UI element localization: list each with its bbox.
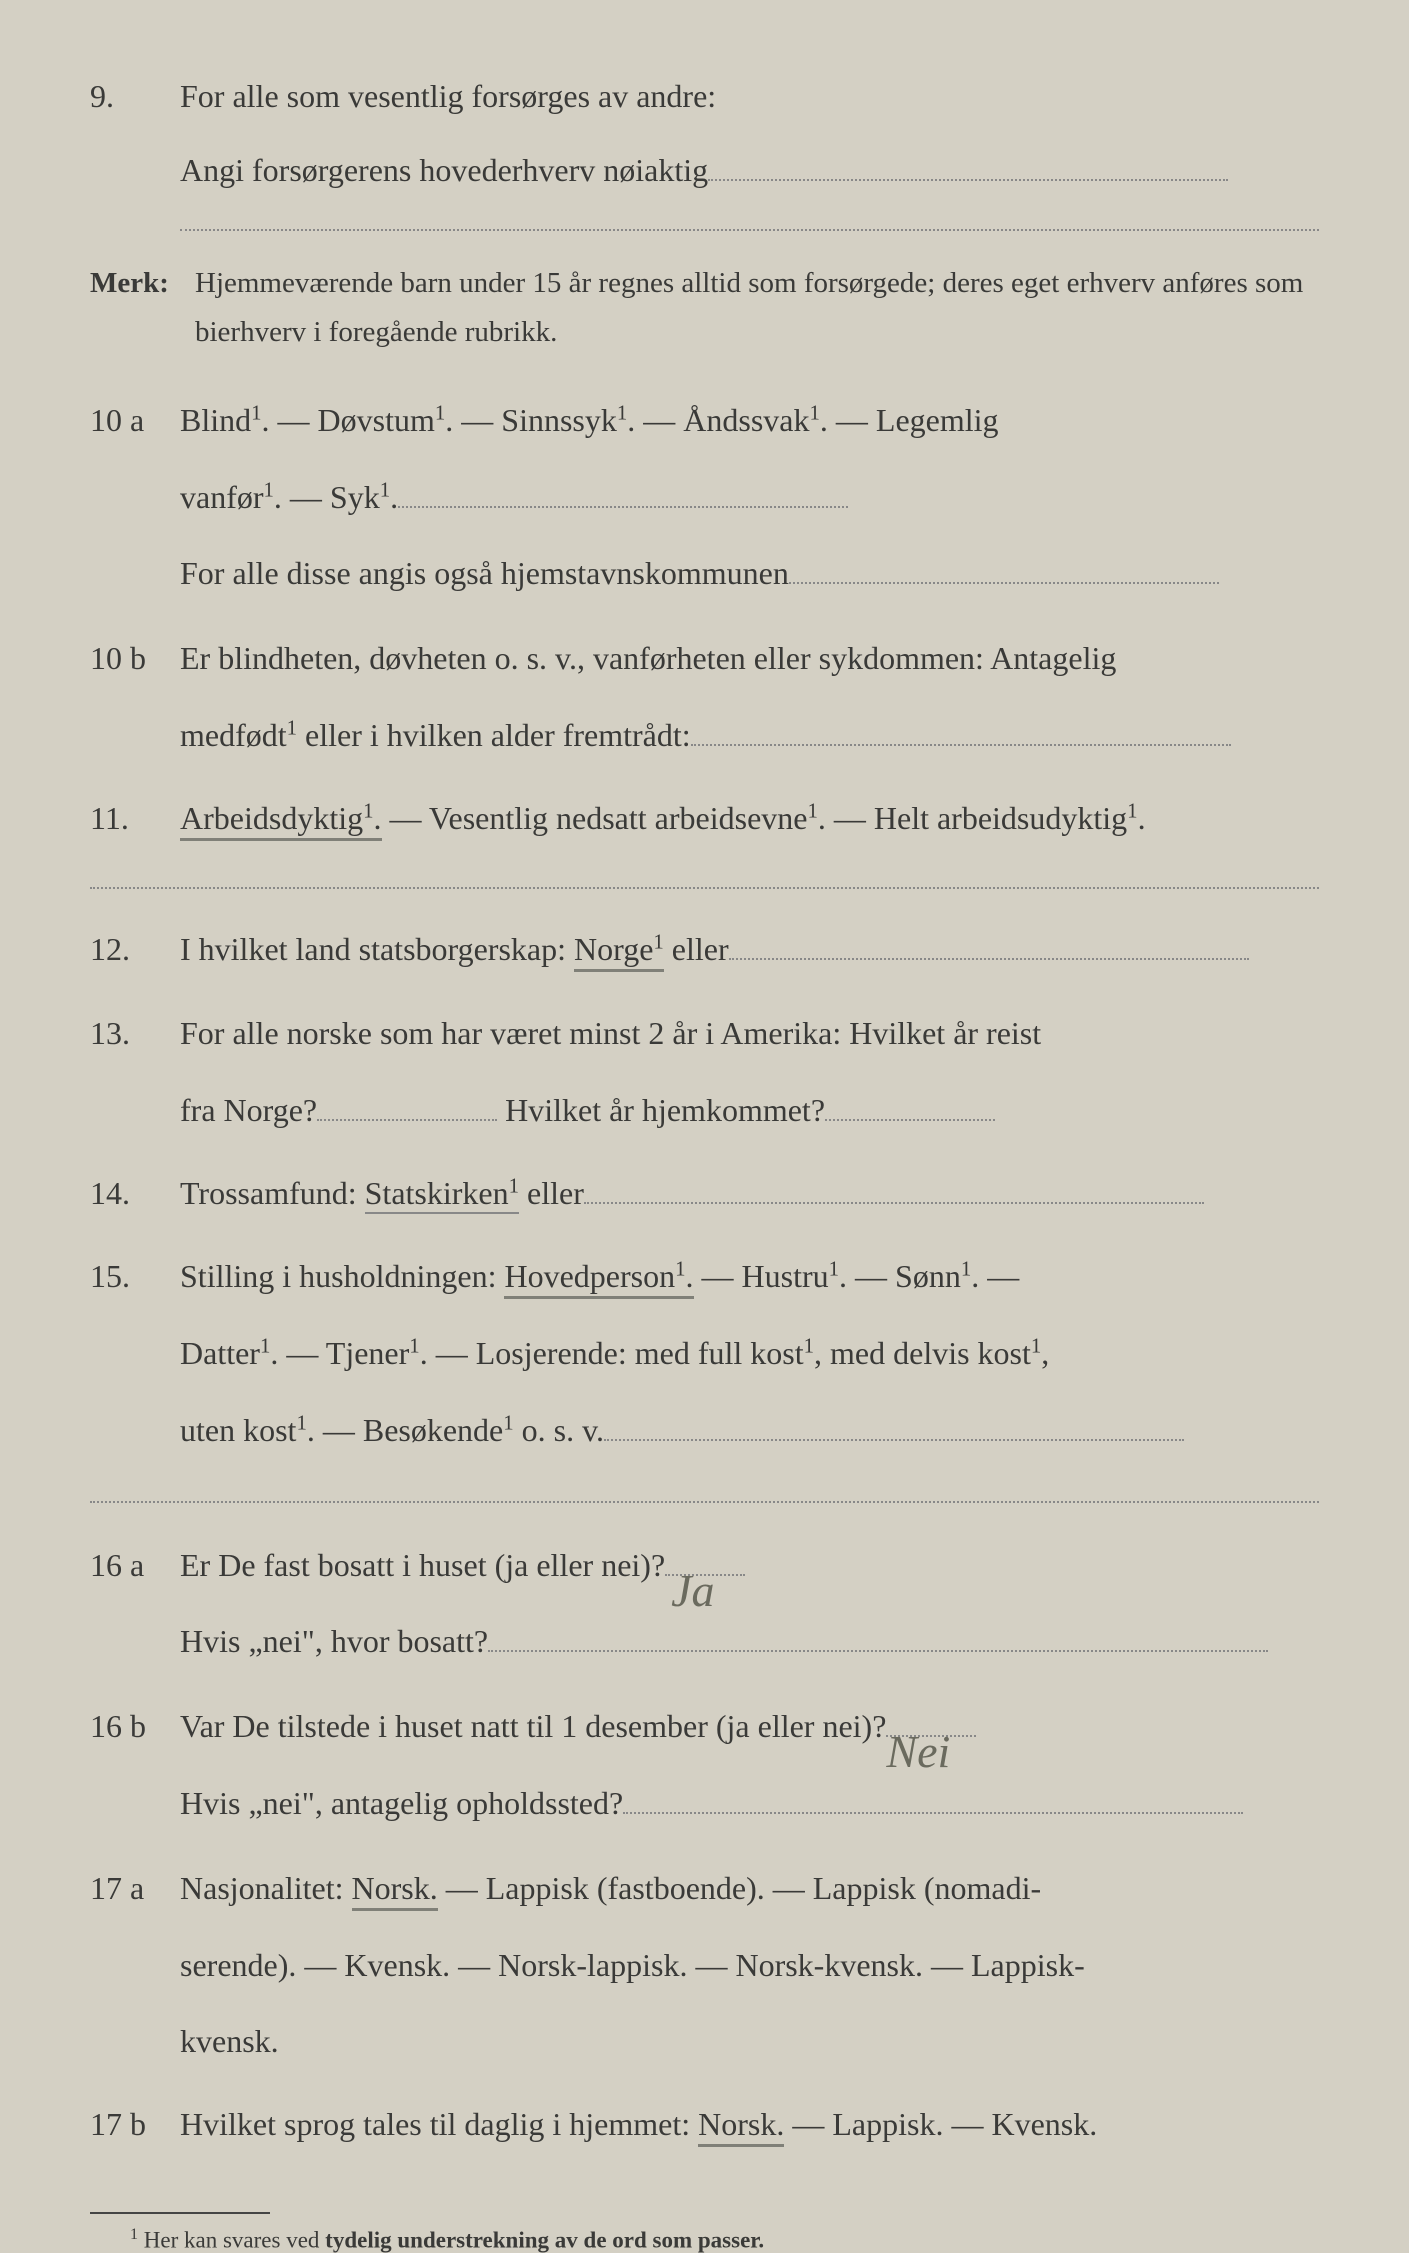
q14-prefix: Trossamfund: [180, 1175, 365, 1211]
q17a-prefix: Nasjonalitet: [180, 1870, 352, 1906]
opt-datter: Datter [180, 1335, 260, 1371]
q16a-line2: Hvis „nei", hvor bosatt? [180, 1623, 488, 1659]
blank-field [398, 506, 848, 508]
question-number-13: 13. [90, 1003, 180, 1064]
opt-andssvak: Åndssvak [683, 402, 809, 438]
opt-vanfor: vanfør [180, 479, 264, 515]
opt-losjerende: Losjerende: med full kost [476, 1335, 804, 1371]
opt-medfodt: medfødt [180, 717, 287, 753]
q13-fra-norge: fra Norge? [180, 1092, 317, 1128]
q10b-line1: Er blindheten, døvheten o. s. v., vanfør… [180, 640, 1116, 676]
question-number-11: 11. [90, 788, 180, 849]
opt-norge: Norge1 [574, 931, 664, 972]
question-number-17a: 17 a [90, 1858, 180, 1919]
q15-prefix: Stilling i husholdningen: [180, 1258, 504, 1294]
opt-hustru: Hustru [742, 1258, 829, 1294]
opt-tjener: Tjener [326, 1335, 410, 1371]
opt-nedsatt: Vesentlig nedsatt arbeidsevne [429, 800, 808, 836]
question-11-text: Arbeidsdyktig1. — Vesentlig nedsatt arbe… [180, 782, 1319, 856]
blank-field [691, 744, 1231, 746]
opt-delvis: , med delvis kost [814, 1335, 1031, 1371]
opt-osv: o. s. v. [514, 1412, 604, 1448]
answer-field-16a: Ja [665, 1574, 745, 1576]
q12-suffix: eller [664, 931, 729, 967]
question-13-text: For alle norske som har været minst 2 år… [180, 995, 1319, 1149]
opt-norsk-17a: Norsk. [352, 1870, 438, 1911]
handwritten-answer-nei: Nei [886, 1697, 950, 1807]
blank-field [584, 1202, 1204, 1204]
q13-line1: For alle norske som har været minst 2 år… [180, 1015, 1041, 1051]
opt-syk: Syk [330, 479, 380, 515]
q9-line1: For alle som vesentlig forsørges av andr… [180, 78, 716, 114]
opt-sinnssyk: Sinnssyk [501, 402, 617, 438]
blank-field [488, 1650, 1268, 1652]
q17a-line3: kvensk. [180, 2023, 279, 2059]
separator-dotted [90, 1501, 1319, 1503]
question-10b-text: Er blindheten, døvheten o. s. v., vanfør… [180, 620, 1319, 774]
question-16b-text: Var De tilstede i huset natt til 1 desem… [180, 1688, 1319, 1842]
question-12-text: I hvilket land statsborgerskap: Norge1 e… [180, 913, 1319, 987]
q17a-line2: serende). — Kvensk. — Norsk-lappisk. — N… [180, 1947, 1085, 1983]
footnote-sup: 1 [130, 2226, 138, 2243]
question-number-15: 15. [90, 1246, 180, 1307]
opt-statskirken: Statskirken1 [365, 1175, 519, 1214]
merk-label: Merk: [90, 267, 195, 300]
opt-hovedperson: Hovedperson1. [504, 1258, 693, 1299]
q10a-line3: For alle disse angis også hjemstavnskomm… [180, 555, 789, 591]
q9-line2: Angi forsørgerens hovederhverv nøiaktig [180, 152, 708, 188]
question-number-14: 14. [90, 1163, 180, 1224]
question-14-text: Trossamfund: Statskirken1 eller [180, 1157, 1319, 1231]
note-merk: Merk: Hjemmeværende barn under 15 år reg… [90, 259, 1319, 358]
opt-udyktig: Helt arbeidsudyktig [874, 800, 1127, 836]
opt-legemlig: Legemlig [876, 402, 999, 438]
blank-field [317, 1119, 497, 1121]
opt-blind: Blind [180, 402, 251, 438]
question-number-16b: 16 b [90, 1696, 180, 1757]
question-17b-text: Hvilket sprog tales til daglig i hjemmet… [180, 2088, 1319, 2162]
question-number-12: 12. [90, 919, 180, 980]
question-number-9: 9. [90, 66, 180, 127]
blank-field [789, 582, 1219, 584]
q12-prefix: I hvilket land statsborgerskap: [180, 931, 574, 967]
blank-field [623, 1812, 1243, 1814]
question-number-17b: 17 b [90, 2094, 180, 2155]
opt-besokende: Besøkende [363, 1412, 503, 1448]
question-15-text: Stilling i husholdningen: Hovedperson1. … [180, 1238, 1319, 1468]
blank-field [729, 958, 1249, 960]
question-17a-text: Nasjonalitet: Norsk. — Lappisk (fastboen… [180, 1850, 1319, 2080]
footnote-text-b: tydelig understrekning av de ord som pas… [325, 2227, 764, 2252]
q17b-rest: — Lappisk. — Kvensk. [784, 2106, 1097, 2142]
q13-hjemkommet: Hvilket år hjemkommet? [505, 1092, 825, 1128]
answer-field-16b: Nei [886, 1735, 976, 1737]
q10b-mid: eller i hvilken alder fremtrådt: [297, 717, 691, 753]
footnote: 1 Her kan svares ved tydelig understrekn… [90, 2226, 1319, 2253]
handwritten-answer-ja: Ja [671, 1536, 714, 1646]
question-number-10b: 10 b [90, 628, 180, 689]
opt-arbeidsdyktig: Arbeidsdyktig1. [180, 800, 382, 841]
question-number-16a: 16 a [90, 1535, 180, 1596]
footnote-text-a: Her kan svares ved [144, 2227, 325, 2252]
q16a-question: Er De fast bosatt i huset (ja eller nei)… [180, 1547, 665, 1583]
separator-dotted [90, 887, 1319, 889]
blank-field [604, 1439, 1184, 1441]
separator-dotted [180, 229, 1319, 231]
opt-uten: uten kost [180, 1412, 296, 1448]
opt-dovstum: Døvstum [318, 402, 435, 438]
opt-norsk-17b: Norsk. [698, 2106, 784, 2147]
question-9-text: For alle som vesentlig forsørges av andr… [180, 60, 1319, 207]
q14-suffix: eller [519, 1175, 584, 1211]
question-16a-text: Er De fast bosatt i huset (ja eller nei)… [180, 1527, 1319, 1681]
blank-field [825, 1119, 995, 1121]
q16b-line2: Hvis „nei", antagelig opholdssted? [180, 1785, 623, 1821]
question-10a-text: Blind1. — Døvstum1. — Sinnssyk1. — Åndss… [180, 382, 1319, 612]
opt-sonn: Sønn [895, 1258, 961, 1294]
blank-field [708, 179, 1228, 181]
footnote-rule [90, 2212, 270, 2214]
q17a-rest1: — Lappisk (fastboende). — Lappisk (nomad… [438, 1870, 1041, 1906]
q16b-question: Var De tilstede i huset natt til 1 desem… [180, 1708, 886, 1744]
question-number-10a: 10 a [90, 390, 180, 451]
merk-text: Hjemmeværende barn under 15 år regnes al… [195, 259, 1319, 358]
q17b-prefix: Hvilket sprog tales til daglig i hjemmet… [180, 2106, 698, 2142]
